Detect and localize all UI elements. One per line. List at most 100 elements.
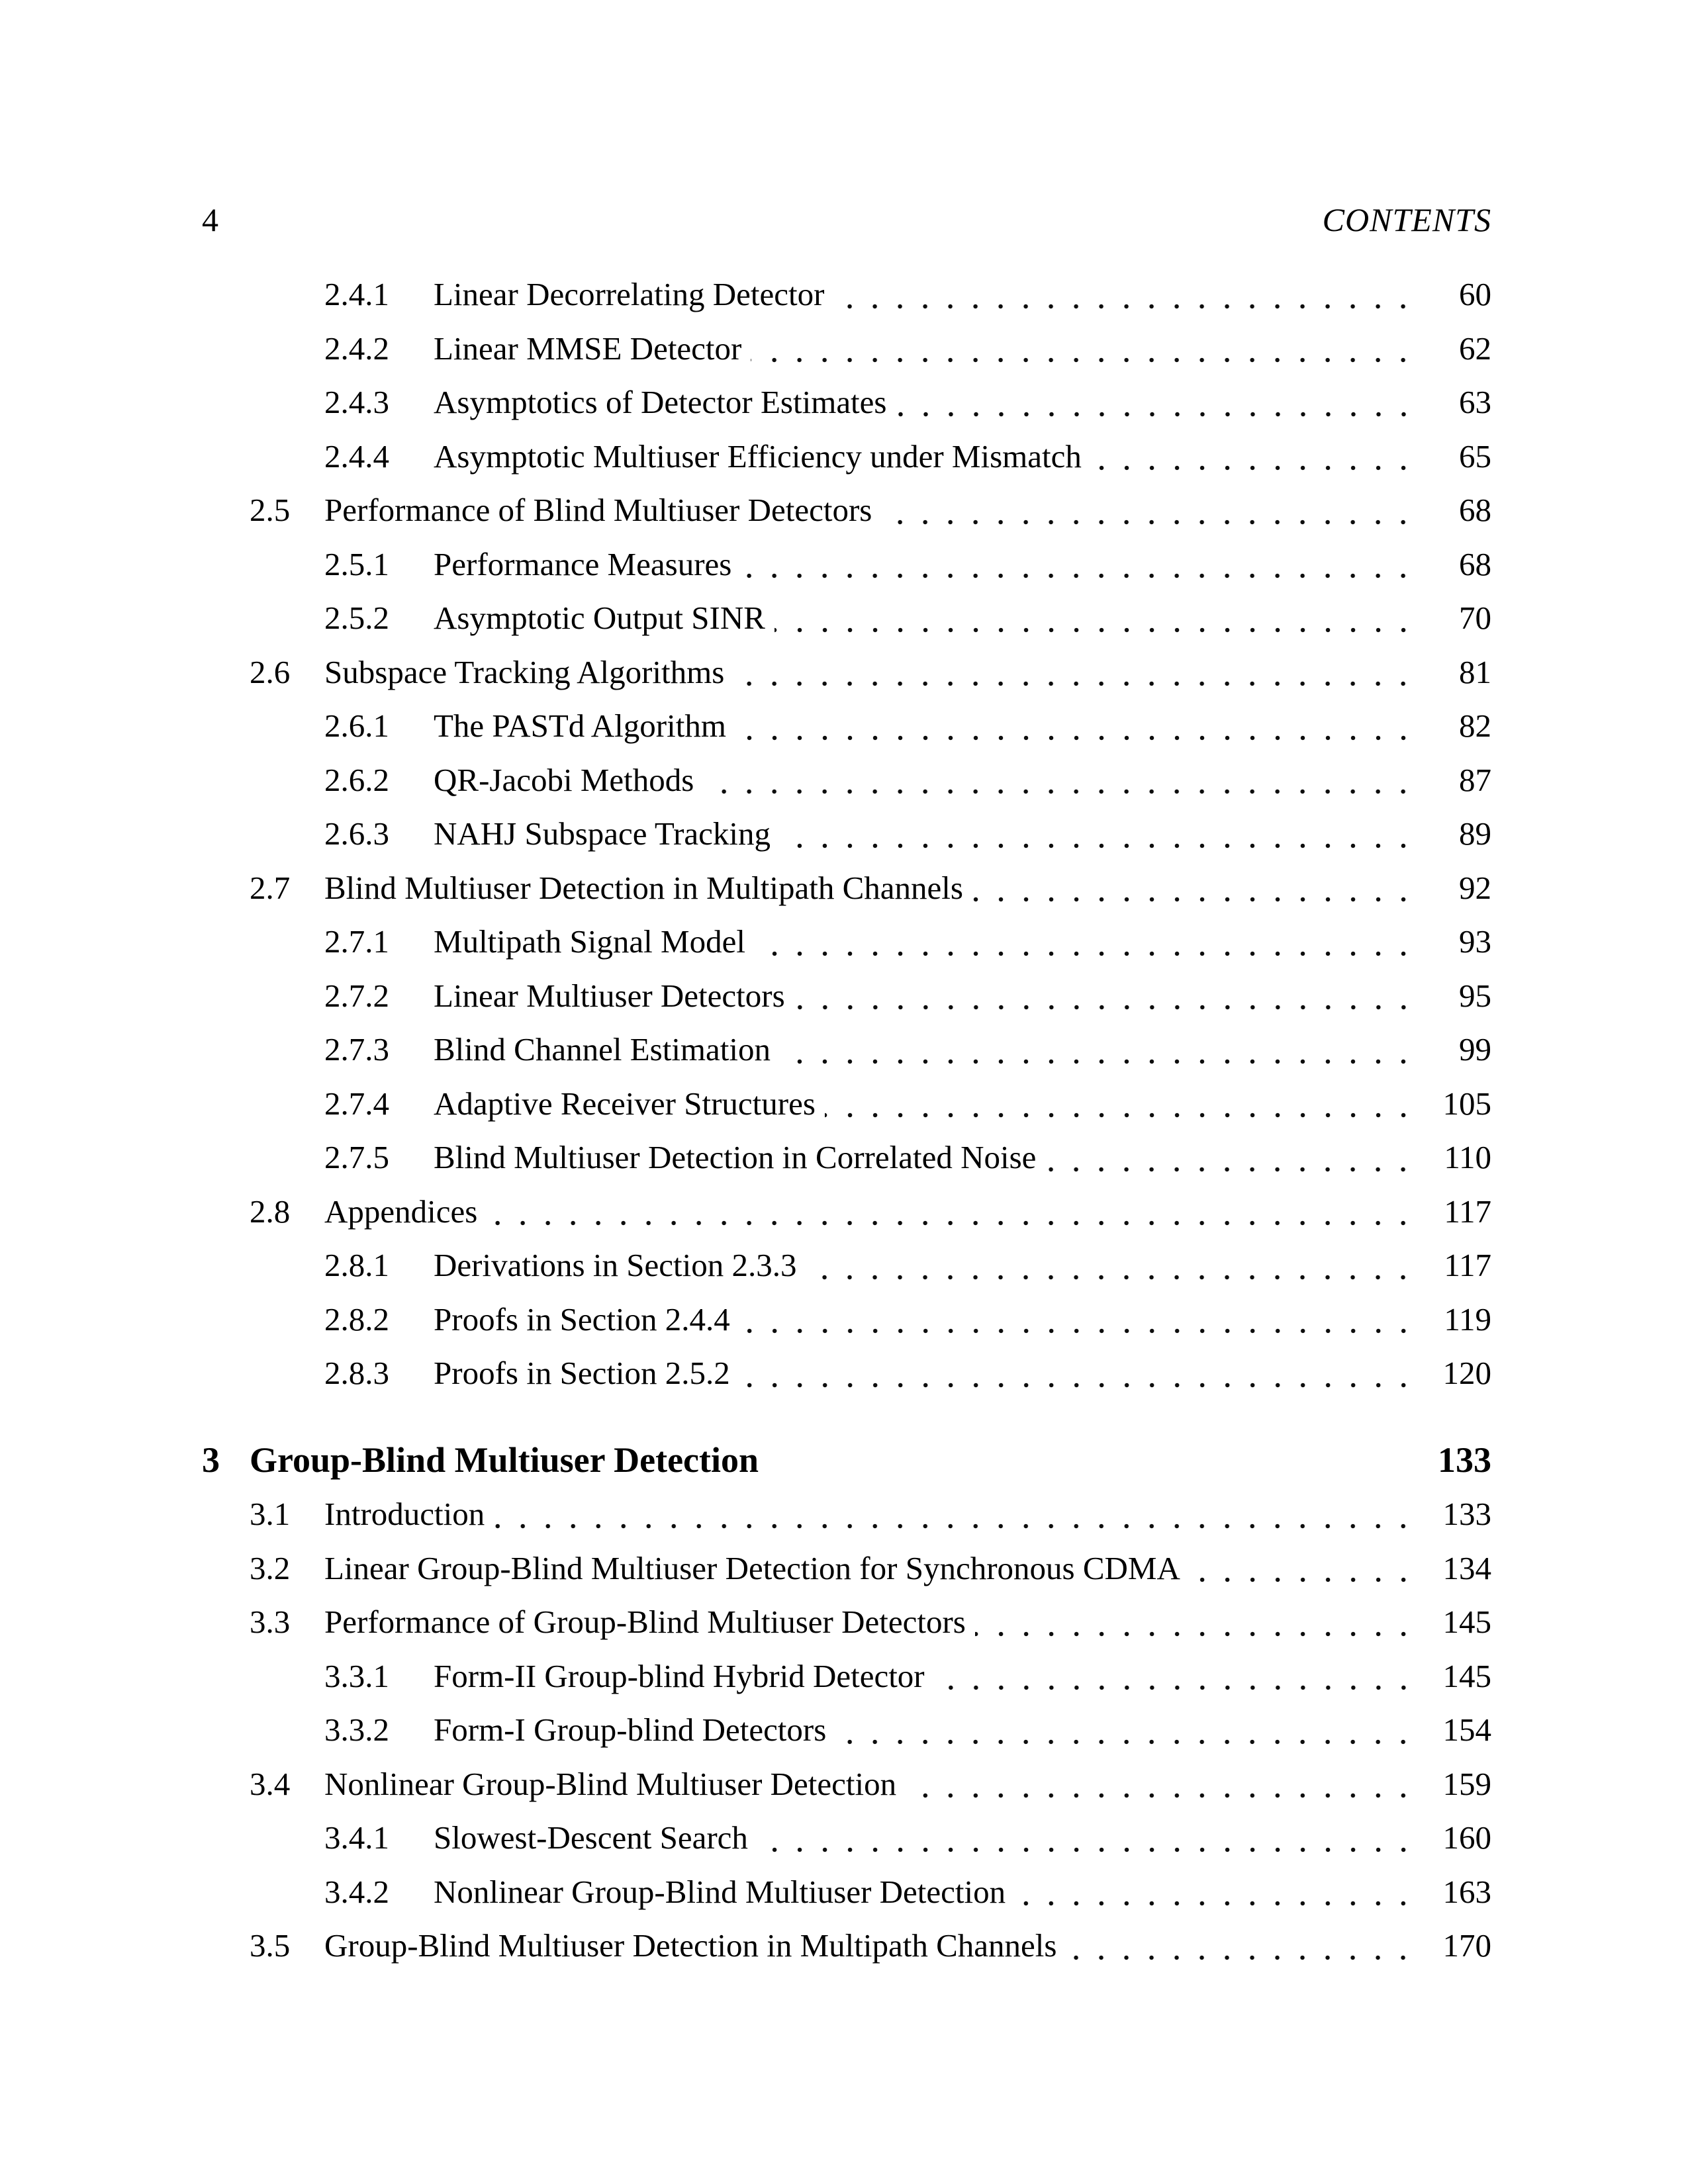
entry-title: Form-I Group-blind Detectors — [434, 1711, 827, 1748]
entry-title: Group-Blind Multiuser Detection — [250, 1439, 759, 1480]
entry-title: Performance of Blind Multiuser Detectors — [324, 492, 872, 528]
leader-dots — [794, 968, 1419, 1023]
entry-page-number: 105 — [1442, 1085, 1492, 1122]
toc-entry[interactable]: 2.4.3 Asymptotics of Detector Estimates 63 — [202, 375, 1491, 430]
leader-dots — [754, 915, 1419, 969]
toc-entry[interactable]: 2.7.5 Blind Multiuser Detection in Correl… — [202, 1130, 1491, 1185]
entry-title: Performance of Group-Blind Multiuser Det… — [324, 1604, 966, 1640]
entry-page-number: 68 — [1459, 492, 1491, 528]
entry-number: 2.6.2 — [324, 761, 389, 798]
entry-page-number: 70 — [1459, 600, 1491, 636]
toc-entry[interactable]: 2.4.2 Linear MMSE Detector 62 — [202, 321, 1491, 375]
entry-page-number: 82 — [1459, 707, 1491, 744]
leader-dots — [881, 483, 1419, 537]
toc-entry[interactable]: 2.4.1 Linear Decorrelating Detector 60 — [202, 267, 1491, 322]
leader-dots — [1066, 1919, 1419, 1973]
toc-entry[interactable]: 3.5 Group-Blind Multiuser Detection in Mu… — [202, 1919, 1491, 1973]
toc-entry[interactable]: 3.1 Introduction 133 — [202, 1487, 1491, 1541]
leader-dots — [1015, 1864, 1419, 1919]
entry-number: 2.8.3 — [324, 1355, 389, 1391]
toc-entry[interactable]: 2.8.1 Derivations in Section 2.3.3 117 — [202, 1238, 1491, 1293]
entry-title: Asymptotic Multiuser Efficiency under Mi… — [434, 437, 1082, 475]
toc-entry[interactable]: 3.3.2 Form-I Group-blind Detectors 154 — [202, 1703, 1491, 1757]
toc-entry[interactable]: 2.6 Subspace Tracking Algorithms 81 — [202, 645, 1491, 699]
leader-dots — [757, 1811, 1419, 1865]
leader-dots — [739, 1292, 1419, 1346]
leader-dots — [824, 1076, 1419, 1130]
toc-entry[interactable]: 2.5.1 Performance Measures 68 — [202, 537, 1491, 591]
leader-dots — [1189, 1541, 1419, 1595]
toc-entry[interactable]: 3.3.1 Form-II Group-blind Hybrid Detector… — [202, 1649, 1491, 1703]
entry-page-number: 134 — [1442, 1549, 1492, 1586]
entry-number: 3 — [202, 1439, 220, 1480]
leader-dots — [768, 1433, 1419, 1488]
entry-page-number: 110 — [1444, 1139, 1491, 1175]
entry-title: The PASTd Algorithm — [434, 707, 726, 744]
toc-entry[interactable]: 2.6.1 The PASTd Algorithm 82 — [202, 699, 1491, 753]
toc-entry[interactable]: 3.2 Linear Group-Blind Multiuser Detectio… — [202, 1541, 1492, 1595]
entry-title: Asymptotics of Detector Estimates — [434, 384, 887, 420]
entry-title: Linear MMSE Detector — [434, 330, 742, 367]
leader-dots — [972, 860, 1419, 915]
toc-entry[interactable]: 2.6.2 QR-Jacobi Methods 87 — [202, 752, 1491, 807]
toc-entry[interactable]: 3.4 Nonlinear Group-Blind Multiuser Detec… — [202, 1756, 1491, 1811]
toc-entry[interactable]: 2.8 Appendices 117 — [202, 1184, 1491, 1238]
entry-number: 2.4.4 — [324, 437, 389, 475]
entry-title: Multipath Signal Model — [434, 923, 745, 960]
entry-title: Nonlinear Group-Blind Multiuser Detectio… — [324, 1765, 897, 1802]
toc-entry[interactable]: 2.7.3 Blind Channel Estimation 99 — [202, 1023, 1491, 1077]
entry-title: Adaptive Receiver Structures — [434, 1085, 816, 1122]
leader-dots — [735, 699, 1419, 753]
toc-entry[interactable]: 2.7 Blind Multiuser Detection in Multipat… — [202, 860, 1491, 915]
leader-dots — [751, 321, 1419, 375]
entry-page-number: 89 — [1459, 815, 1491, 852]
entry-number: 3.4 — [250, 1765, 291, 1802]
entry-title: Linear Decorrelating Detector — [434, 276, 825, 312]
entry-number: 2.4.3 — [324, 384, 389, 420]
entry-page-number: 63 — [1459, 384, 1491, 420]
entry-number: 2.5.2 — [324, 600, 389, 636]
entry-page-number: 133 — [1438, 1439, 1491, 1480]
entry-title: Blind Channel Estimation — [434, 1031, 771, 1068]
entry-number: 2.7.1 — [324, 923, 389, 960]
entry-number: 3.3.1 — [324, 1657, 389, 1694]
toc-entry[interactable]: 2.5 Performance of Blind Multiuser Detect… — [202, 483, 1491, 537]
entry-page-number: 120 — [1442, 1355, 1492, 1391]
entry-number: 2.8.2 — [324, 1300, 389, 1338]
toc-entry[interactable]: 3.4.1 Slowest-Descent Search 160 — [202, 1811, 1491, 1865]
toc-entry[interactable]: 2.7.1 Multipath Signal Model 93 — [202, 915, 1491, 969]
entry-title: Linear Group-Blind Multiuser Detection f… — [324, 1549, 1180, 1586]
entry-number: 2.6.1 — [324, 707, 389, 744]
leader-dots — [1045, 1130, 1419, 1185]
entry-number: 2.4.2 — [324, 330, 389, 367]
toc-chapter-entry[interactable]: 3 Group-Blind Multiuser Detection 133 — [202, 1433, 1491, 1488]
toc-entry[interactable]: 2.7.2 Linear Multiuser Detectors 95 — [202, 968, 1491, 1023]
toc-entry[interactable]: 2.4.4 Asymptotic Multiuser Efficiency und… — [202, 429, 1491, 483]
toc-entry[interactable]: 2.5.2 Asymptotic Output SINR 70 — [202, 591, 1491, 645]
entry-number: 3.4.2 — [324, 1873, 389, 1910]
toc-entry[interactable]: 2.8.2 Proofs in Section 2.4.4 119 — [202, 1292, 1491, 1346]
toc-entry[interactable]: 3.4.2 Nonlinear Group-Blind Multiuser Det… — [202, 1864, 1492, 1919]
entry-page-number: 154 — [1442, 1711, 1492, 1748]
entry-number: 3.5 — [250, 1927, 291, 1964]
entry-page-number: 119 — [1444, 1300, 1491, 1338]
entry-number: 2.8 — [250, 1193, 291, 1230]
entry-page-number: 163 — [1442, 1873, 1492, 1910]
toc-entry[interactable]: 2.7.4 Adaptive Receiver Structures 105 — [202, 1076, 1492, 1130]
entry-page-number: 68 — [1459, 545, 1491, 582]
leader-dots — [774, 591, 1419, 645]
leader-dots — [906, 1756, 1419, 1811]
entry-title: Subspace Tracking Algorithms — [324, 653, 725, 690]
toc-entry[interactable]: 2.8.3 Proofs in Section 2.5.2 120 — [202, 1346, 1491, 1400]
entry-number: 2.5.1 — [324, 545, 389, 582]
header-page-number: 4 — [202, 201, 218, 238]
toc-list: 2.4.1 Linear Decorrelating Detector 60 2.4.… — [202, 267, 1491, 1973]
entry-title: Proofs in Section 2.4.4 — [434, 1300, 730, 1338]
leader-dots — [494, 1487, 1419, 1541]
entry-page-number: 160 — [1442, 1819, 1492, 1856]
entry-title: Proofs in Section 2.5.2 — [434, 1355, 730, 1391]
toc-entry[interactable]: 2.6.3 NAHJ Subspace Tracking 89 — [202, 807, 1491, 861]
leader-dots — [703, 752, 1419, 807]
toc-entry[interactable]: 3.3 Performance of Group-Blind Multiuser … — [202, 1595, 1491, 1649]
entry-number: 3.4.1 — [324, 1819, 389, 1856]
